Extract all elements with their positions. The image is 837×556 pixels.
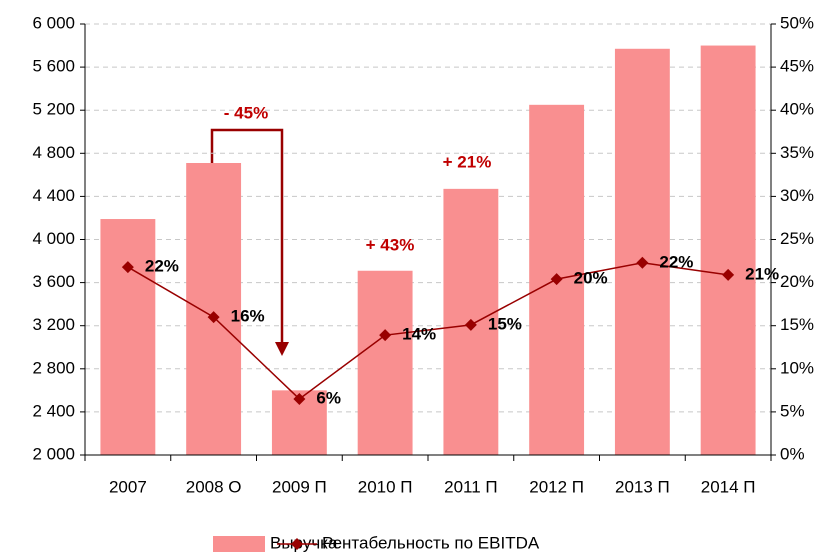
marker bbox=[293, 392, 306, 405]
y-tick-label: 2 000 bbox=[32, 444, 75, 463]
legend-marker bbox=[291, 538, 303, 550]
y2-tick-label: 45% bbox=[780, 57, 814, 76]
x-tick-label: 2013 П bbox=[615, 477, 670, 496]
y-tick-label: 4 800 bbox=[32, 143, 75, 162]
marker bbox=[722, 268, 735, 281]
bar bbox=[186, 162, 242, 455]
y-tick-label: 5 600 bbox=[32, 57, 75, 76]
y2-tick-label: 10% bbox=[780, 358, 814, 377]
data-label: 22% bbox=[145, 257, 179, 276]
x-tick-label: 2008 О bbox=[186, 477, 242, 496]
y-tick-label: 4 000 bbox=[32, 229, 75, 248]
x-tick-label: 2009 П bbox=[272, 477, 327, 496]
marker bbox=[550, 273, 563, 286]
y2-tick-label: 15% bbox=[780, 315, 814, 334]
arrow bbox=[210, 128, 284, 348]
data-label: 6% bbox=[316, 388, 341, 407]
y2-tick-label: 50% bbox=[780, 13, 814, 32]
annotation: + 21% bbox=[443, 152, 492, 171]
y-tick-label: 2 800 bbox=[32, 358, 75, 377]
marker bbox=[379, 329, 392, 342]
data-label: 20% bbox=[574, 269, 608, 288]
legend-label: Выручка bbox=[270, 533, 338, 552]
y-tick-label: 5 200 bbox=[32, 100, 75, 119]
y2-tick-label: 0% bbox=[780, 444, 805, 463]
legend-label: Рентабельность по EBITDA bbox=[322, 533, 540, 552]
y-tick-label: 4 400 bbox=[32, 186, 75, 205]
data-label: 21% bbox=[745, 264, 779, 283]
marker bbox=[464, 318, 477, 331]
x-tick-label: 2010 П bbox=[358, 477, 413, 496]
arrow-head bbox=[275, 342, 289, 356]
x-tick-label: 2007 bbox=[109, 477, 147, 496]
y2-tick-label: 35% bbox=[780, 143, 814, 162]
y2-tick-label: 40% bbox=[780, 100, 814, 119]
y2-tick-label: 5% bbox=[780, 401, 805, 420]
legend-swatch bbox=[213, 536, 265, 552]
y-tick-label: 6 000 bbox=[32, 13, 75, 32]
line bbox=[127, 262, 729, 400]
annotation: - 45% bbox=[224, 103, 268, 122]
marker bbox=[121, 261, 134, 274]
x-tick-label: 2014 П bbox=[701, 477, 756, 496]
y-tick-label: 3 600 bbox=[32, 272, 75, 291]
bar bbox=[614, 48, 670, 455]
data-label: 16% bbox=[231, 307, 265, 326]
y2-tick-label: 30% bbox=[780, 186, 814, 205]
annotation: + 43% bbox=[366, 235, 415, 254]
y2-tick-label: 25% bbox=[780, 229, 814, 248]
x-tick-label: 2011 П bbox=[444, 477, 498, 496]
data-label: 15% bbox=[488, 314, 522, 333]
y2-tick-label: 20% bbox=[780, 272, 814, 291]
bar bbox=[100, 219, 156, 455]
y-tick-label: 2 400 bbox=[32, 401, 75, 420]
data-label: 14% bbox=[402, 325, 436, 344]
marker bbox=[636, 256, 649, 269]
bar bbox=[700, 45, 756, 456]
x-tick-label: 2012 П bbox=[529, 477, 584, 496]
bar bbox=[357, 270, 413, 455]
marker bbox=[207, 311, 220, 324]
y-tick-label: 3 200 bbox=[32, 315, 75, 334]
data-label: 22% bbox=[659, 252, 693, 271]
